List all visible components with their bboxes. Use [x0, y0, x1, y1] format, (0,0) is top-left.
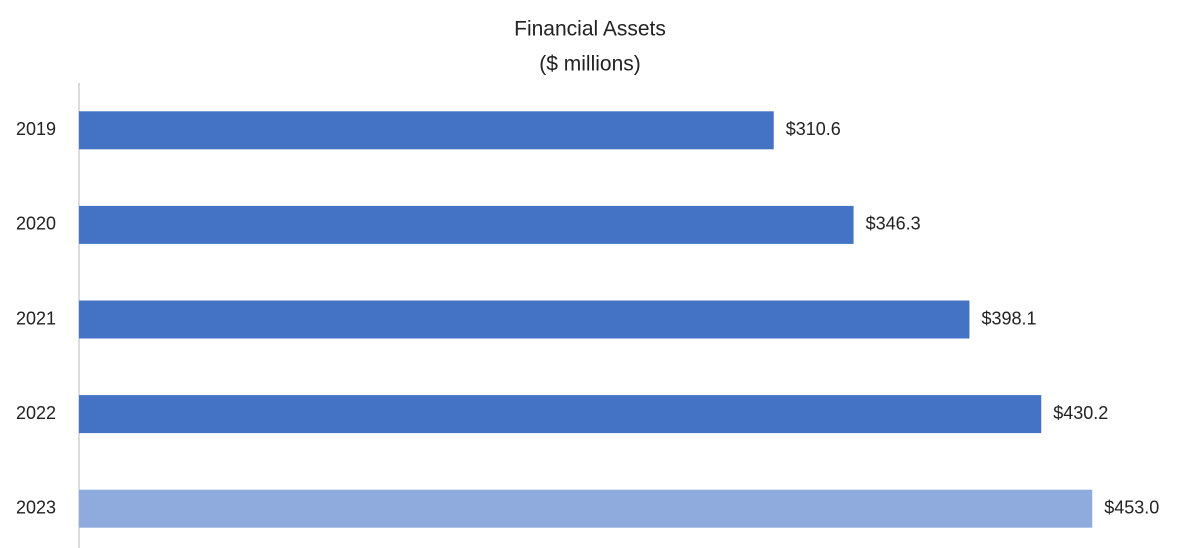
- data-label: $430.2: [1053, 403, 1108, 423]
- data-label: $398.1: [981, 308, 1036, 328]
- y-tick-label: 2023: [16, 497, 56, 517]
- y-tick-label: 2019: [16, 119, 56, 139]
- data-label: $310.6: [786, 119, 841, 139]
- chart-title: Financial Assets: [514, 18, 666, 41]
- bar: [79, 395, 1042, 434]
- chart-subtitle: ($ millions): [539, 53, 641, 76]
- bar: [79, 111, 774, 150]
- data-label: $346.3: [866, 214, 921, 234]
- y-tick-label: 2022: [16, 403, 56, 423]
- bar: [79, 300, 970, 339]
- y-tick-label: 2021: [16, 308, 56, 328]
- bar: [79, 205, 854, 244]
- y-tick-label: 2020: [16, 214, 56, 234]
- data-label: $453.0: [1104, 497, 1159, 517]
- bar: [79, 489, 1093, 528]
